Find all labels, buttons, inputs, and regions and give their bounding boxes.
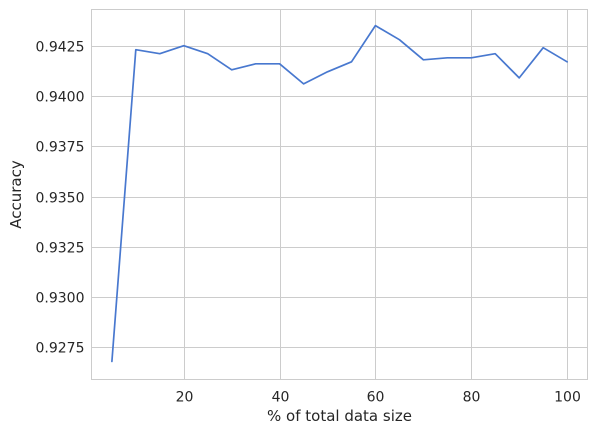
y-tick-label: 0.9425 [36,40,85,56]
y-gridlines [91,46,588,348]
x-tick-label: 60 [367,390,385,406]
x-tick-label: 20 [176,390,194,406]
x-tick-labels: 20 40 60 80 100 [176,390,581,406]
plot-frame [91,9,588,380]
y-tick-label: 0.9275 [36,341,85,357]
y-tick-label: 0.9375 [36,140,85,156]
series-line [111,24,568,363]
x-gridlines [184,9,568,380]
x-tick-label: 80 [463,390,481,406]
y-axis-label: Accuracy [7,160,25,229]
y-tick-labels: 0.9275 0.9300 0.9325 0.9350 0.9375 0.9400 0.94… [36,40,85,357]
y-tick-label: 0.9350 [36,191,85,207]
x-axis-label: % of total data size [267,407,412,425]
x-tick-label: 100 [554,390,581,406]
y-tick-label: 0.9325 [36,241,85,257]
x-tick-label: 40 [272,390,290,406]
y-tick-label: 0.9300 [36,291,85,307]
y-tick-label: 0.9400 [36,90,85,106]
series-layer [111,24,568,363]
